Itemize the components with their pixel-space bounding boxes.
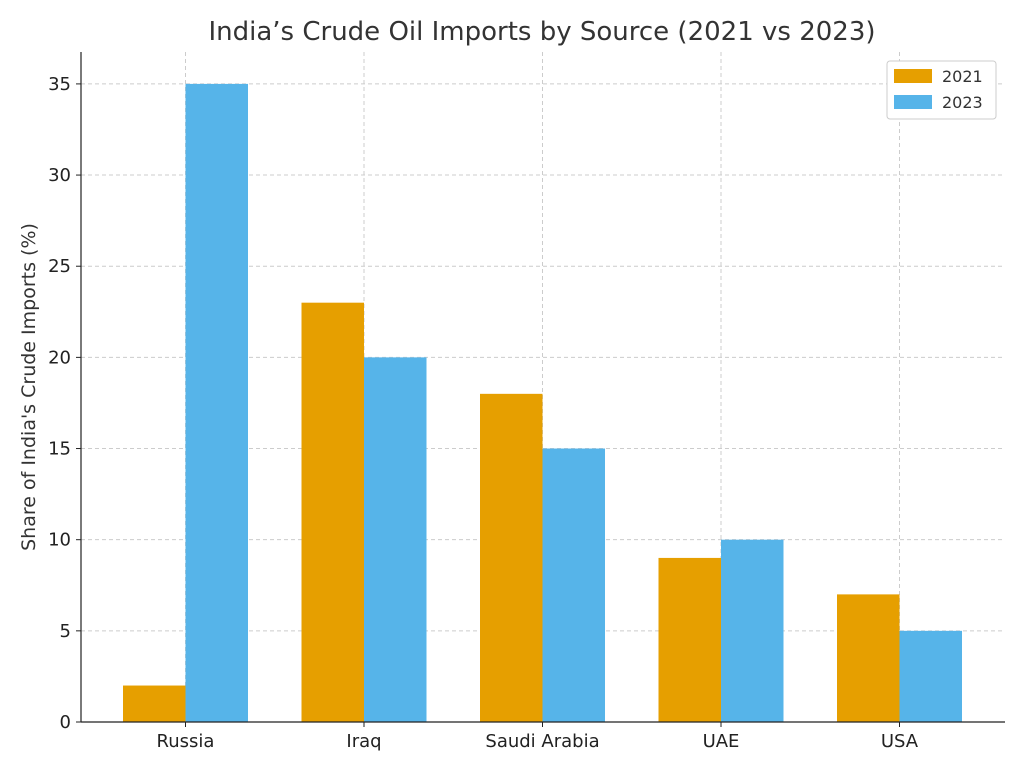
x-tick-label: UAE xyxy=(703,731,740,752)
bar-2023-usa xyxy=(899,630,962,722)
bar-2023-iraq xyxy=(364,357,427,722)
y-tick-label: 0 xyxy=(60,712,71,733)
bar-2021-russia xyxy=(123,685,186,722)
x-tick-label: Saudi Arabia xyxy=(485,731,599,752)
bar-2023-saudi-arabia xyxy=(542,448,605,722)
bars xyxy=(123,83,962,722)
legend-label-2021: 2021 xyxy=(942,67,983,86)
bar-2021-usa xyxy=(837,594,900,722)
chart-title: India’s Crude Oil Imports by Source (202… xyxy=(208,17,875,47)
legend-swatch-2021 xyxy=(894,69,932,83)
y-tick-label: 20 xyxy=(48,347,71,368)
x-tick-label: USA xyxy=(881,731,919,752)
y-tick-label: 25 xyxy=(48,256,71,277)
y-tick-label: 5 xyxy=(60,621,71,642)
bar-2023-uae xyxy=(721,539,784,722)
x-ticks: Russia Iraq Saudi Arabia UAE USA xyxy=(157,722,919,752)
legend-swatch-2023 xyxy=(894,95,932,109)
y-axis-label: Share of India's Crude Imports (%) xyxy=(18,223,40,551)
bar-2021-iraq xyxy=(301,302,364,722)
bar-2021-saudi-arabia xyxy=(480,393,543,722)
x-tick-label: Iraq xyxy=(346,731,381,752)
y-tick-label: 15 xyxy=(48,439,71,460)
legend: 2021 2023 xyxy=(886,60,997,120)
legend-label-2023: 2023 xyxy=(942,93,983,112)
y-tick-label: 35 xyxy=(48,74,71,95)
x-tick-label: Russia xyxy=(157,731,215,752)
y-tick-label: 10 xyxy=(48,530,71,551)
y-tick-label: 30 xyxy=(48,165,71,186)
bar-2021-uae xyxy=(658,557,721,722)
y-ticks: 0 5 10 15 20 25 30 35 xyxy=(48,74,81,733)
bar-2023-russia xyxy=(185,83,248,722)
